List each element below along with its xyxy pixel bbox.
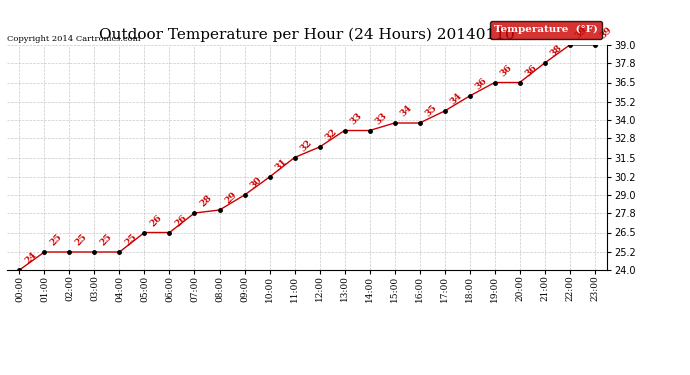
Text: 39: 39	[599, 26, 614, 41]
Text: 25: 25	[99, 232, 114, 248]
Text: 32: 32	[324, 128, 339, 143]
Text: 34: 34	[448, 92, 464, 107]
Text: Copyright 2014 Cartronics.com: Copyright 2014 Cartronics.com	[7, 35, 140, 43]
Text: 32: 32	[299, 138, 314, 153]
Text: 25: 25	[48, 232, 63, 248]
Text: 36: 36	[474, 76, 489, 92]
Text: 33: 33	[348, 111, 364, 126]
Legend: Temperature  (°F): Temperature (°F)	[490, 21, 602, 39]
Text: 31: 31	[274, 158, 289, 173]
Text: 25: 25	[124, 232, 139, 248]
Text: 35: 35	[424, 104, 439, 119]
Text: 25: 25	[74, 232, 89, 248]
Text: 39: 39	[574, 26, 589, 41]
Text: 30: 30	[248, 176, 264, 191]
Text: 28: 28	[199, 194, 214, 209]
Text: 24: 24	[23, 251, 39, 266]
Text: 33: 33	[374, 111, 389, 126]
Text: 29: 29	[224, 190, 239, 206]
Text: 26: 26	[174, 213, 189, 228]
Text: 38: 38	[549, 44, 564, 59]
Text: 34: 34	[399, 104, 414, 119]
Text: 26: 26	[148, 213, 164, 228]
Text: 36: 36	[499, 63, 514, 78]
Text: 36: 36	[524, 63, 539, 78]
Title: Outdoor Temperature per Hour (24 Hours) 20140110: Outdoor Temperature per Hour (24 Hours) …	[99, 28, 515, 42]
